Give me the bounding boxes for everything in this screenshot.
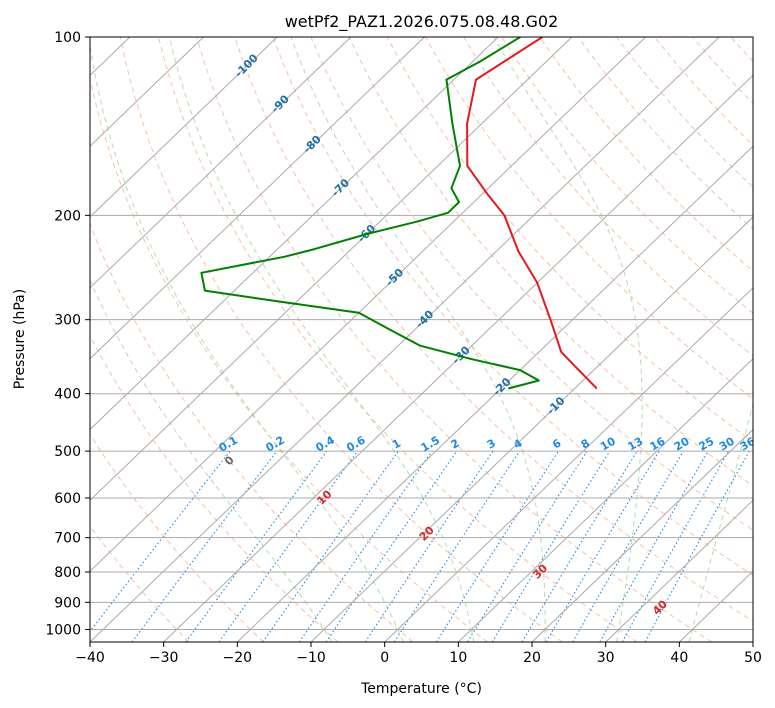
isotherm <box>457 357 753 642</box>
mixing-ratio-line <box>325 450 458 642</box>
moist-adiabat <box>90 42 404 642</box>
x-tick-label: −30 <box>149 650 179 666</box>
plot-frame <box>89 36 754 643</box>
mixing-ratio-line <box>262 450 399 642</box>
y-tick-label: 500 <box>54 444 81 460</box>
mixing-ratio-label: 36 <box>738 434 758 453</box>
isotherm <box>90 37 646 572</box>
moist-adiabat <box>168 37 475 642</box>
dry-adiabat <box>463 37 753 357</box>
x-axis-ticks: −40 −30 −20 −10 0 10 20 30 40 50 <box>75 642 762 666</box>
isotherm <box>90 37 352 289</box>
x-tick-label: −10 <box>296 650 326 666</box>
y-tick-label: 200 <box>54 208 81 224</box>
y-tick-label: 700 <box>54 531 81 547</box>
x-axis-label: Temperature (°C) <box>360 681 482 697</box>
x-tick-label: 50 <box>744 650 762 666</box>
mixing-ratio-line <box>435 450 559 642</box>
dry-adiabat <box>348 37 753 487</box>
isotherm <box>531 428 753 642</box>
isotherm <box>163 74 753 642</box>
mixing-ratio-line <box>621 450 730 642</box>
x-tick-label: 20 <box>523 650 541 666</box>
x-tick-label: −20 <box>223 650 253 666</box>
mixing-ratio-line <box>393 450 521 642</box>
dry-adiabat <box>90 222 414 642</box>
y-tick-label: 400 <box>54 387 81 403</box>
isobars <box>90 37 753 630</box>
dry-adiabat <box>501 37 753 314</box>
dry-adiabat <box>272 37 753 577</box>
mixing-ratio-line <box>599 450 709 642</box>
y-tick-label: 600 <box>54 491 81 507</box>
plot-area: 0.1 0.2 0.4 0.6 1 1.5 2 3 4 6 8 10 13 16 20 25 30 36-100-… <box>90 37 758 642</box>
chart-title: wetPf2_PAZ1.2026.075.08.48.G02 <box>285 12 559 32</box>
x-tick-label: 10 <box>449 650 467 666</box>
isotherm <box>605 499 753 642</box>
mixing-ratio-line <box>298 450 433 642</box>
dewpoint-profile-line <box>200 37 540 390</box>
y-axis-label: Pressure (hPa) <box>12 289 28 389</box>
x-tick-label: 30 <box>597 650 615 666</box>
isotherm <box>90 37 720 642</box>
isotherm <box>90 37 499 431</box>
x-tick-label: 0 <box>380 650 389 666</box>
dry-adiabat <box>119 37 563 642</box>
dry-adiabat <box>90 433 264 642</box>
y-tick-label: 900 <box>54 595 81 611</box>
plot-background <box>90 37 753 642</box>
temperature-profile-line <box>466 37 598 390</box>
mixing-ratio-line <box>364 450 494 642</box>
dry-adiabat <box>157 37 638 642</box>
isotherm <box>384 287 753 642</box>
isotherm <box>236 145 753 642</box>
y-tick-label: 800 <box>54 565 81 581</box>
mixing-ratio-line <box>185 450 328 642</box>
isotherm <box>90 37 278 218</box>
profile-series <box>200 37 598 390</box>
y-axis-ticks: 100 200 300 400 500 600 700 800 900 1000 <box>45 30 90 638</box>
dry-adiabat <box>234 37 753 622</box>
dry-adiabat <box>90 525 190 642</box>
moist-adiabat <box>493 37 643 642</box>
dry-adiabat <box>90 76 488 642</box>
isotherm <box>310 216 753 642</box>
mixing-ratio-line <box>491 450 611 642</box>
x-tick-label: −40 <box>75 650 105 666</box>
moist-adiabat <box>290 37 546 642</box>
isotherm <box>90 37 425 360</box>
x-tick-label: 40 <box>670 650 688 666</box>
y-tick-label: 300 <box>54 313 81 329</box>
mixing-ratio-line <box>218 450 359 642</box>
y-tick-label: 1000 <box>45 622 81 638</box>
isotherm <box>90 37 204 147</box>
y-tick-label: 100 <box>54 30 81 46</box>
